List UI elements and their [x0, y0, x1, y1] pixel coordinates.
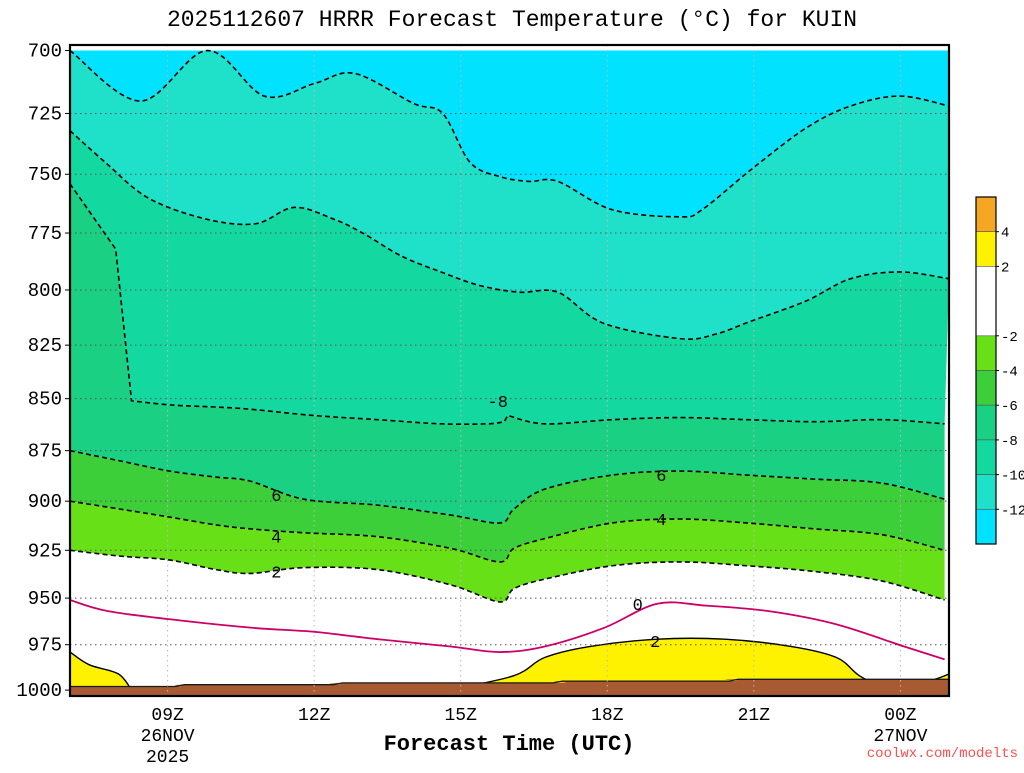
svg-text:-12: -12	[1001, 503, 1024, 519]
svg-text:975: 975	[28, 635, 62, 657]
svg-text:-6: -6	[1001, 399, 1018, 415]
svg-text:2: 2	[650, 634, 660, 653]
svg-text:950: 950	[28, 588, 62, 610]
svg-text:4: 4	[271, 530, 281, 549]
svg-text:700: 700	[28, 41, 62, 63]
svg-text:925: 925	[28, 540, 62, 562]
svg-text:Forecast Time (UTC): Forecast Time (UTC)	[384, 732, 635, 757]
svg-text:4: 4	[1001, 226, 1009, 242]
svg-text:900: 900	[28, 491, 62, 513]
svg-text:09Z: 09Z	[151, 706, 184, 726]
svg-text:1000: 1000	[16, 680, 62, 702]
svg-text:4: 4	[656, 512, 666, 531]
svg-text:coolwx.com/modelts: coolwx.com/modelts	[867, 746, 1018, 762]
svg-text:825: 825	[28, 335, 62, 357]
svg-text:-8: -8	[1001, 434, 1018, 450]
svg-text:725: 725	[28, 104, 62, 126]
svg-text:-10: -10	[1001, 469, 1024, 485]
svg-text:800: 800	[28, 280, 62, 302]
svg-text:27NOV: 27NOV	[873, 727, 927, 747]
svg-text:850: 850	[28, 389, 62, 411]
svg-text:750: 750	[28, 164, 62, 186]
svg-text:2: 2	[271, 565, 281, 584]
svg-text:0: 0	[633, 597, 643, 616]
svg-text:21Z: 21Z	[738, 706, 771, 726]
svg-text:2025112607 HRRR Forecast Tempe: 2025112607 HRRR Forecast Temperature (°C…	[167, 7, 857, 33]
svg-text:-2: -2	[1001, 330, 1018, 346]
svg-text:18Z: 18Z	[591, 706, 624, 726]
svg-text:875: 875	[28, 441, 62, 463]
svg-text:2: 2	[1001, 260, 1009, 276]
svg-text:6: 6	[656, 468, 666, 487]
svg-text:00Z: 00Z	[884, 706, 917, 726]
svg-text:775: 775	[28, 223, 62, 245]
svg-text:6: 6	[271, 488, 281, 507]
svg-text:15Z: 15Z	[444, 706, 477, 726]
svg-text:2025: 2025	[146, 748, 189, 768]
svg-text:12Z: 12Z	[298, 706, 331, 726]
svg-text:-8: -8	[488, 394, 508, 413]
svg-text:26NOV: 26NOV	[141, 727, 195, 747]
svg-text:-4: -4	[1001, 365, 1018, 381]
